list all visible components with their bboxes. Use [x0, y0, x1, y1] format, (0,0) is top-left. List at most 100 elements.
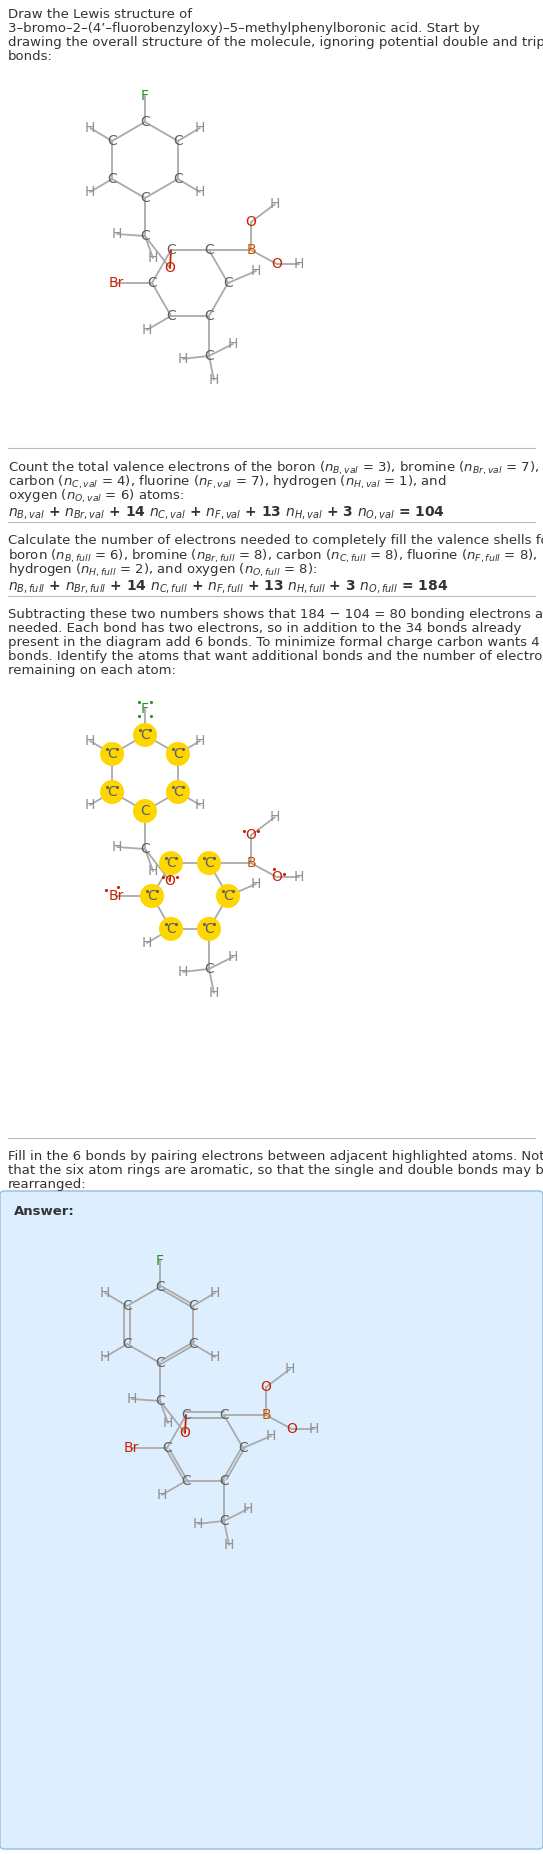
Text: C: C [223, 890, 233, 903]
Text: C: C [173, 172, 183, 185]
Text: B: B [261, 1407, 271, 1422]
Text: boron ($n_{B,full}$ = 6), bromine ($n_{Br,full}$ = 8), carbon ($n_{C,full}$ = 8): boron ($n_{B,full}$ = 6), bromine ($n_{B… [8, 549, 538, 565]
Text: H: H [270, 810, 280, 823]
Circle shape [197, 851, 221, 875]
Text: H: H [228, 949, 238, 964]
Text: H: H [148, 250, 158, 265]
Text: C: C [173, 784, 183, 799]
Circle shape [166, 781, 190, 805]
Text: C: C [204, 857, 214, 870]
Circle shape [216, 884, 240, 908]
Circle shape [197, 918, 221, 942]
Text: H: H [294, 870, 304, 884]
Text: remaining on each atom:: remaining on each atom: [8, 664, 176, 677]
Text: O: O [245, 215, 256, 230]
Text: C: C [155, 1279, 165, 1294]
Text: F: F [156, 1253, 164, 1268]
Circle shape [100, 781, 124, 805]
Text: H: H [85, 185, 95, 198]
Text: B: B [246, 243, 256, 258]
Text: H: H [112, 840, 122, 855]
Text: H: H [100, 1350, 110, 1365]
Circle shape [159, 918, 183, 942]
Text: C: C [181, 1407, 191, 1422]
Text: H: H [157, 1489, 167, 1502]
Text: oxygen ($n_{O,val}$ = 6) atoms:: oxygen ($n_{O,val}$ = 6) atoms: [8, 488, 184, 504]
Text: C: C [188, 1337, 198, 1352]
Text: needed. Each bond has two electrons, so in addition to the 34 bonds already: needed. Each bond has two electrons, so … [8, 621, 521, 636]
Text: H: H [178, 964, 188, 979]
Text: Fill in the 6 bonds by pairing electrons between adjacent highlighted atoms. Not: Fill in the 6 bonds by pairing electrons… [8, 1149, 543, 1162]
Text: H: H [112, 226, 122, 241]
Text: Br: Br [123, 1441, 138, 1455]
Text: H: H [285, 1363, 295, 1376]
Text: C: C [140, 191, 150, 206]
Text: H: H [142, 936, 152, 949]
Text: H: H [209, 986, 219, 999]
Text: B: B [246, 857, 256, 870]
Text: H: H [100, 1287, 110, 1300]
Text: O: O [245, 829, 256, 842]
Text: C: C [166, 310, 176, 323]
Text: F: F [141, 703, 149, 716]
Text: Subtracting these two numbers shows that 184 − 104 = 80 bonding electrons are: Subtracting these two numbers shows that… [8, 608, 543, 621]
Text: Count the total valence electrons of the boron ($n_{B,val}$ = 3), bromine ($n_{B: Count the total valence electrons of the… [8, 460, 539, 476]
Text: C: C [107, 784, 117, 799]
Circle shape [133, 799, 157, 823]
Text: O: O [272, 258, 282, 271]
Text: Br: Br [108, 890, 124, 903]
Text: H: H [195, 121, 205, 135]
Text: H: H [178, 352, 188, 365]
Text: $n_{B,val}$ + $n_{Br,val}$ + 14 $n_{C,val}$ + $n_{F,val}$ + 13 $n_{H,val}$ + 3 $: $n_{B,val}$ + $n_{Br,val}$ + 14 $n_{C,va… [8, 504, 445, 521]
Text: H: H [85, 797, 95, 812]
Text: bonds:: bonds: [8, 50, 53, 63]
Text: C: C [181, 1474, 191, 1489]
Text: Br: Br [108, 276, 124, 289]
Text: H: H [142, 323, 152, 337]
Text: H: H [195, 797, 205, 812]
Text: C: C [219, 1474, 229, 1489]
Text: H: H [127, 1392, 137, 1405]
Text: H: H [270, 197, 280, 211]
Text: C: C [140, 115, 150, 130]
Text: C: C [140, 842, 150, 857]
Text: C: C [107, 172, 117, 185]
Text: C: C [122, 1337, 132, 1352]
Text: C: C [140, 230, 150, 243]
Text: C: C [140, 805, 150, 818]
Text: C: C [155, 1355, 165, 1370]
Text: Draw the Lewis structure of: Draw the Lewis structure of [8, 7, 192, 20]
Text: Answer:: Answer: [14, 1205, 75, 1218]
Text: rearranged:: rearranged: [8, 1177, 87, 1190]
Text: H: H [251, 877, 261, 892]
Text: H: H [195, 185, 205, 198]
Text: C: C [204, 921, 214, 936]
Text: C: C [188, 1300, 198, 1313]
Text: C: C [147, 890, 157, 903]
Text: C: C [162, 1441, 172, 1455]
Text: H: H [243, 1502, 253, 1517]
Text: C: C [204, 349, 214, 363]
Text: F: F [141, 89, 149, 104]
Text: C: C [166, 857, 176, 870]
Text: C: C [204, 310, 214, 323]
Text: H: H [228, 337, 238, 350]
Circle shape [159, 851, 183, 875]
Text: H: H [251, 263, 261, 278]
Text: H: H [309, 1422, 319, 1437]
Text: present in the diagram add 6 bonds. To minimize formal charge carbon wants 4: present in the diagram add 6 bonds. To m… [8, 636, 540, 649]
Text: H: H [294, 258, 304, 271]
Text: H: H [266, 1429, 276, 1442]
Text: $n_{B,full}$ + $n_{Br,full}$ + 14 $n_{C,full}$ + $n_{F,full}$ + 13 $n_{H,full}$ : $n_{B,full}$ + $n_{Br,full}$ + 14 $n_{C,… [8, 578, 449, 595]
Text: H: H [193, 1517, 203, 1531]
Text: H: H [210, 1350, 220, 1365]
FancyBboxPatch shape [0, 1190, 543, 1848]
Text: O: O [272, 870, 282, 884]
Text: carbon ($n_{C,val}$ = 4), fluorine ($n_{F,val}$ = 7), hydrogen ($n_{H,val}$ = 1): carbon ($n_{C,val}$ = 4), fluorine ($n_{… [8, 475, 446, 491]
Text: H: H [163, 1416, 173, 1429]
Text: bonds. Identify the atoms that want additional bonds and the number of electrons: bonds. Identify the atoms that want addi… [8, 651, 543, 664]
Text: C: C [140, 729, 150, 742]
Text: O: O [165, 873, 175, 888]
Text: H: H [85, 734, 95, 747]
Text: H: H [209, 373, 219, 387]
